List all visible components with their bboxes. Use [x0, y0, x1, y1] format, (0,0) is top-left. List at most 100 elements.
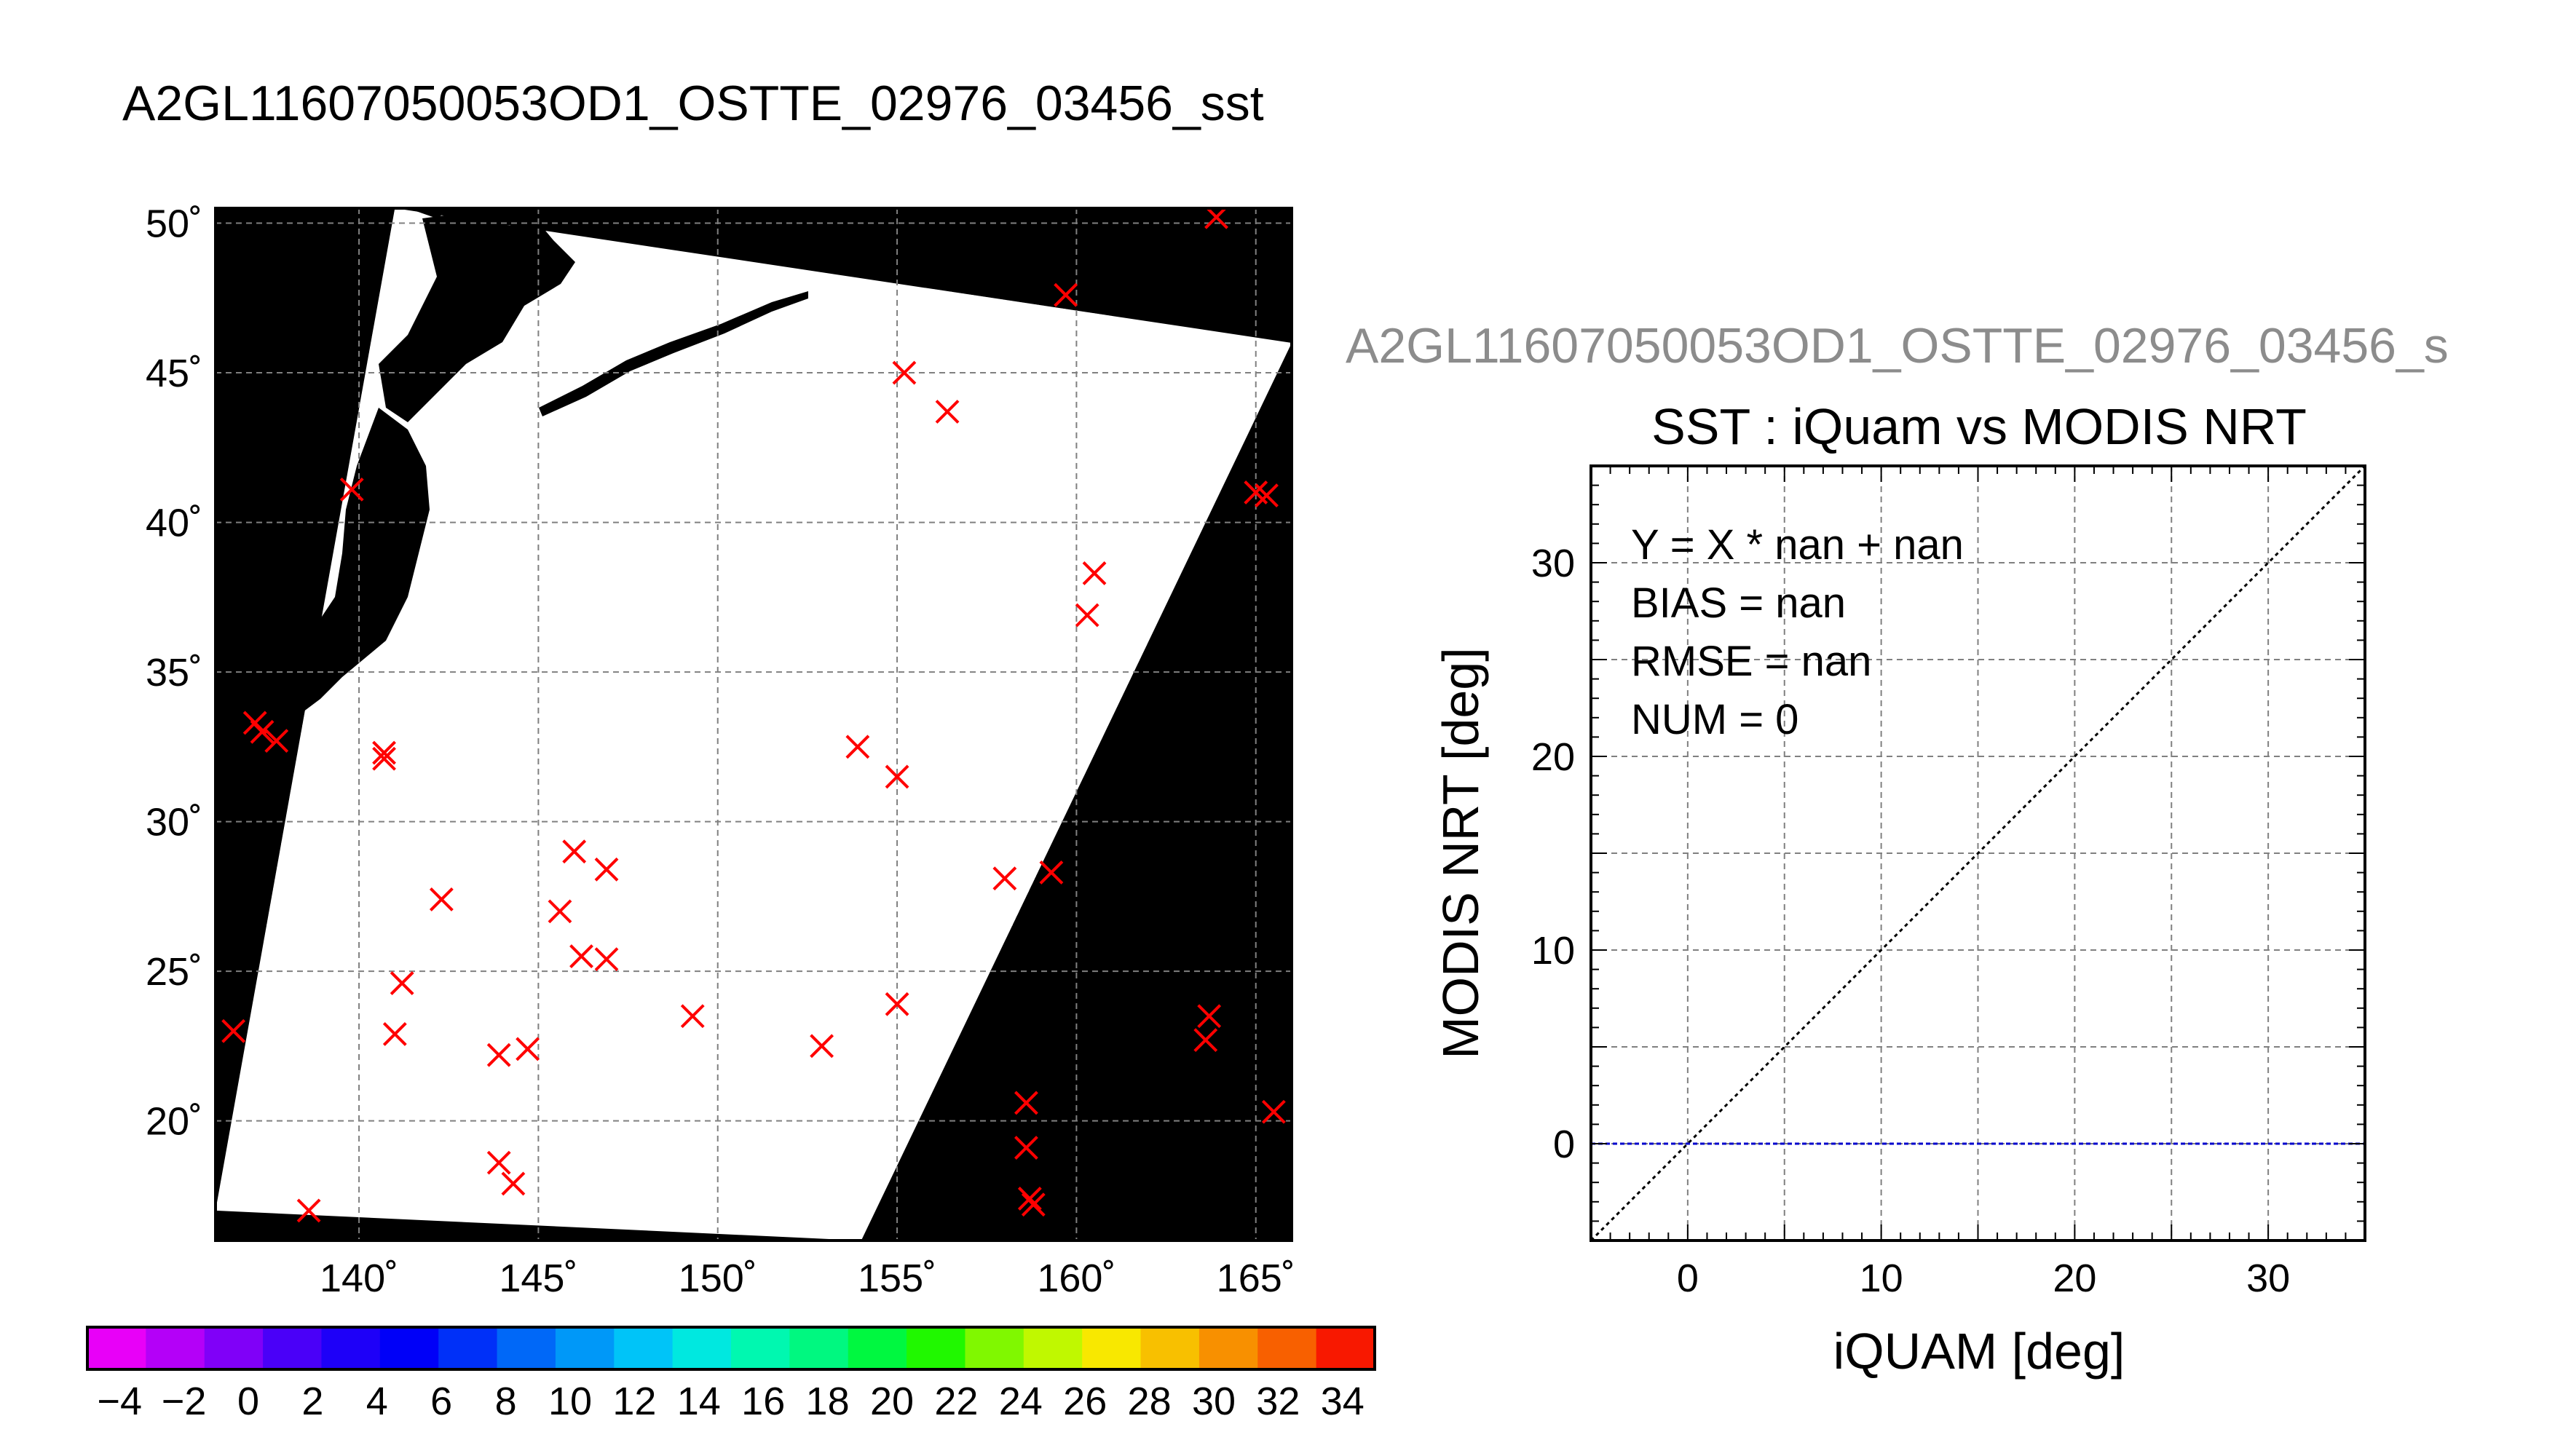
colorbar-tick-label: 24	[999, 1380, 1043, 1423]
iquam-marker	[1075, 603, 1099, 628]
iquam-marker	[486, 1150, 511, 1175]
colorbar-tick-label: 32	[1256, 1380, 1300, 1423]
iquam-marker	[992, 866, 1017, 891]
colorbar-tick-label: 30	[1192, 1380, 1236, 1423]
colorbar-segment	[907, 1327, 966, 1369]
iquam-marker	[1014, 1136, 1038, 1160]
iquam-marker	[264, 729, 289, 753]
sst-region-2	[825, 462, 933, 508]
regression-stats: Y = X * nan + nan BIAS = nan RMSE = nan NUM…	[1631, 521, 1964, 743]
colorbar-segment	[497, 1327, 556, 1369]
colorbar-tick-label: 8	[495, 1380, 517, 1423]
scatter-x-tick-label: 0	[1677, 1257, 1699, 1300]
colorbar-tick-label: 20	[870, 1380, 914, 1423]
colorbar-segment	[1198, 1327, 1258, 1369]
scatter-y-tick-label: 20	[1531, 735, 1575, 779]
iquam-marker	[680, 1004, 705, 1029]
colorbar-segment	[614, 1327, 674, 1369]
colorbar-segment	[1023, 1327, 1083, 1369]
colorbar-tick-label: 0	[237, 1380, 259, 1423]
iquam-marker	[250, 719, 275, 744]
colorbar-tick-label: 22	[934, 1380, 978, 1423]
regression-stat-line: NUM = 0	[1631, 696, 1798, 743]
scatter-title: SST : iQuam vs MODIS NRT	[1651, 398, 2307, 455]
map-y-tick-label: 30˚	[146, 801, 202, 844]
scatter-y-tick-label: 30	[1531, 542, 1575, 585]
colorbar-segment	[789, 1327, 849, 1369]
colorbar-segment	[672, 1327, 732, 1369]
colorbar-segments	[87, 1327, 1375, 1369]
iquam-marker	[562, 839, 587, 864]
colorbar-segment	[1257, 1327, 1317, 1369]
colorbar-tick-label: 28	[1128, 1380, 1172, 1423]
iquam-marker	[594, 857, 619, 882]
map-y-tick-label: 25˚	[146, 950, 202, 994]
scatter-x-tick-label: 20	[2053, 1257, 2096, 1300]
iquam-marker	[1197, 1004, 1222, 1029]
iquam-marker	[845, 735, 870, 759]
map-x-tick-label: 165˚	[1217, 1257, 1295, 1300]
map-x-tick-label: 150˚	[679, 1257, 757, 1300]
iquam-marker	[501, 1171, 526, 1196]
colorbar-tick-label: 16	[741, 1380, 785, 1423]
scatter-x-tick-label: 10	[1860, 1257, 1903, 1300]
colorbar-tick-label: 12	[612, 1380, 656, 1423]
iquam-marker	[892, 360, 917, 385]
map-y-tick-label: 40˚	[146, 502, 202, 545]
sst-region-8	[789, 1031, 898, 1107]
iquam-marker	[296, 1198, 321, 1223]
map-y-tick-label: 35˚	[146, 651, 202, 695]
map-x-tick-label: 160˚	[1037, 1257, 1115, 1300]
iquam-marker	[390, 971, 414, 995]
map-frame	[214, 207, 1293, 1242]
colorbar-segment	[87, 1327, 146, 1369]
colorbar-tick-label: 14	[677, 1380, 721, 1423]
colorbar-tick-label: 10	[548, 1380, 592, 1423]
map-y-tick-label: 45˚	[146, 352, 202, 395]
colorbar-tick-label: 18	[806, 1380, 850, 1423]
colorbar-segment	[1316, 1327, 1375, 1369]
iquam-marker	[1204, 208, 1228, 229]
iquam-marker	[885, 992, 909, 1016]
identity-line	[1591, 466, 2365, 1241]
iquam-marker	[486, 1042, 511, 1067]
iquam-marker	[1082, 561, 1107, 585]
sst-map: 140˚ 145˚ 150˚ 155˚ 160˚ 165˚ 20˚ 25˚ 30˚ 35˚ 40˚…	[146, 202, 1295, 1300]
regression-stat-line: Y = X * nan + nan	[1631, 521, 1964, 569]
colorbar-segment	[379, 1327, 439, 1369]
colorbar-tick-label: 34	[1321, 1380, 1365, 1423]
iquam-marker	[516, 1037, 540, 1061]
colorbar: −4 −2 0 2 4 6 8 10 12 14 16 18 20 22 24 26 28 30 32 34	[86, 1326, 1376, 1423]
scatter-y-tick-label: 0	[1553, 1123, 1575, 1166]
colorbar-tick-label: 6	[430, 1380, 452, 1423]
iquam-marker	[1054, 282, 1078, 307]
colorbar-segment	[321, 1327, 381, 1369]
iquam-marker	[1021, 1192, 1046, 1217]
iquam-marker	[1261, 1099, 1286, 1124]
iquam-marker	[1017, 1187, 1042, 1211]
iquam-marker	[594, 947, 619, 972]
regression-stat-line: RMSE = nan	[1631, 638, 1871, 685]
colorbar-segment	[1140, 1327, 1200, 1369]
colorbar-segment	[438, 1327, 498, 1369]
colorbar-segment	[965, 1327, 1024, 1369]
colorbar-segment	[204, 1327, 264, 1369]
scatter-y-tick-labels: 0 10 20 30	[1531, 542, 1575, 1166]
iquam-marker	[1039, 860, 1064, 885]
iquam-marker	[1255, 483, 1279, 507]
iquam-marker	[885, 764, 909, 789]
sakhalin-land	[408, 208, 451, 218]
colorbar-segment	[555, 1327, 615, 1369]
colorbar-tick-label: 26	[1063, 1380, 1107, 1423]
regression-stat-line: BIAS = nan	[1631, 579, 1846, 627]
colorbar-tick-label: −4	[97, 1380, 142, 1423]
honshu-land	[277, 408, 430, 721]
scatter-x-tick-label: 30	[2246, 1257, 2290, 1300]
sst-region-5	[216, 776, 1077, 852]
main-title: A2GL11607050053OD1_OSTTE_02976_03456_sst	[122, 76, 1264, 131]
scatter-y-label: MODIS NRT [deg]	[1432, 647, 1489, 1059]
iquam-marker	[569, 944, 593, 968]
iquam-marker	[935, 400, 960, 424]
iquam-marker	[429, 887, 454, 911]
